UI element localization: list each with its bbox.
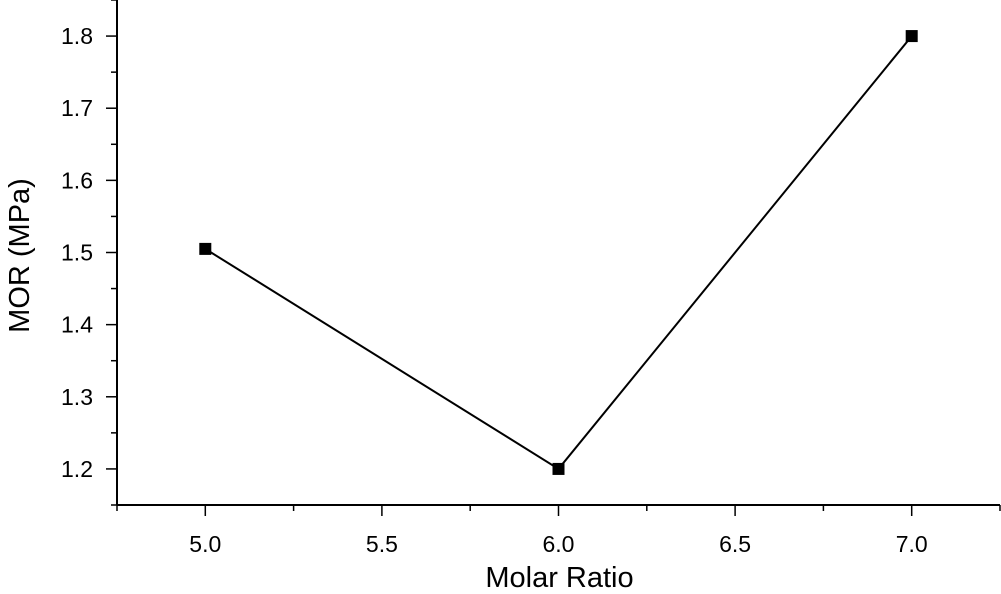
x-tick-label: 5.0: [189, 531, 221, 557]
y-tick-label: 1.8: [61, 23, 93, 49]
x-tick-label: 7.0: [896, 531, 928, 557]
x-tick-label: 6.0: [543, 531, 575, 557]
x-tick-label: 6.5: [719, 531, 751, 557]
y-tick-label: 1.7: [61, 95, 93, 121]
y-tick-label: 1.4: [61, 312, 93, 338]
y-tick-label: 1.5: [61, 240, 93, 266]
ticks: [106, 0, 1001, 516]
y-axis-title: MOR (MPa): [4, 178, 36, 333]
y-tick-label: 1.3: [61, 384, 93, 410]
x-axis-title: Molar Ratio: [485, 562, 633, 594]
y-tick-label: 1.2: [61, 456, 93, 482]
data-point-marker: [552, 462, 565, 475]
tick-labels: 5.0 5.5 6.0 6.5 7.0 1.2 1.3 1.4 1.5 1.6 1.7 1.8: [61, 23, 928, 557]
series-layer: [199, 30, 918, 475]
data-point-marker: [199, 242, 212, 255]
y-tick-label: 1.6: [61, 167, 93, 193]
series-line: [204, 35, 913, 471]
x-tick-label: 5.5: [366, 531, 398, 557]
axes: [116, 0, 1000, 506]
data-point-marker: [905, 30, 918, 43]
